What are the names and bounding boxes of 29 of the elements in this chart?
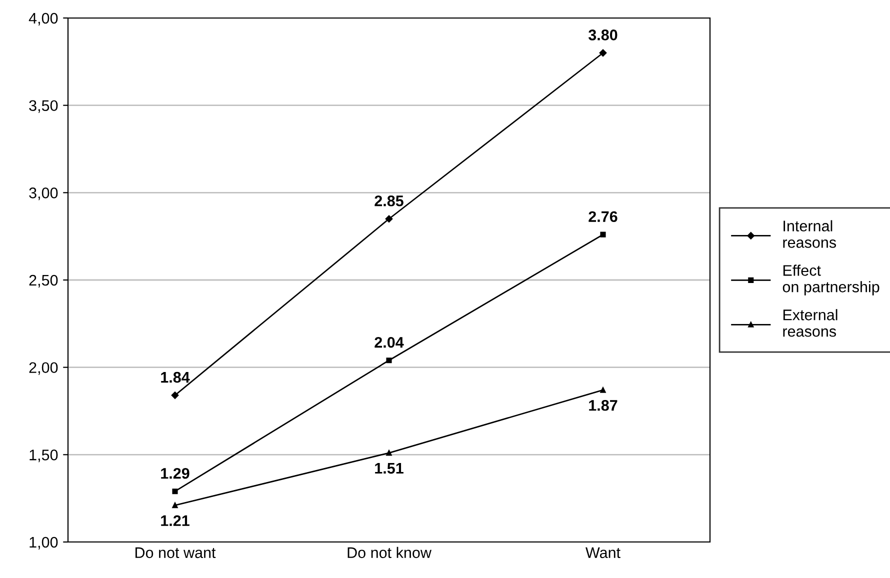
point (172, 488, 178, 494)
data-label: 2.85 (374, 195, 404, 206)
data-label: 1.21 (161, 515, 190, 526)
x-tick-label: Do not want (135, 547, 216, 558)
point (600, 387, 606, 393)
point (386, 358, 392, 364)
point (171, 392, 179, 399)
legend-label: External reasons (783, 309, 838, 337)
data-label: 1.84 (161, 372, 190, 383)
data-label: 3.80 (588, 30, 618, 40)
data-label: 1.87 (589, 400, 618, 411)
y-tick-label: 1,00 (30, 536, 58, 550)
y-tick-label: 3,50 (29, 100, 58, 113)
y-tick-label: 2,50 (29, 274, 58, 288)
data-label: 1.51 (375, 463, 404, 474)
legend-label: Effect on partnership (782, 264, 880, 296)
data-label: 1.29 (161, 468, 190, 479)
x-tick-label: Want (586, 547, 620, 558)
data-label: 2.76 (588, 211, 618, 222)
y-tick-label: 4,00 (28, 12, 58, 26)
data-label: 2.04 (374, 336, 404, 348)
point (599, 49, 607, 57)
y-tick-label: 3,00 (29, 188, 58, 200)
point (385, 215, 393, 223)
y-tick-label: 2,00 (29, 362, 58, 375)
point (600, 232, 606, 238)
x-tick-label: Do not know (348, 546, 432, 558)
legend-label: Internal reasons (783, 220, 836, 248)
y-tick-label: 1,50 (30, 450, 58, 462)
